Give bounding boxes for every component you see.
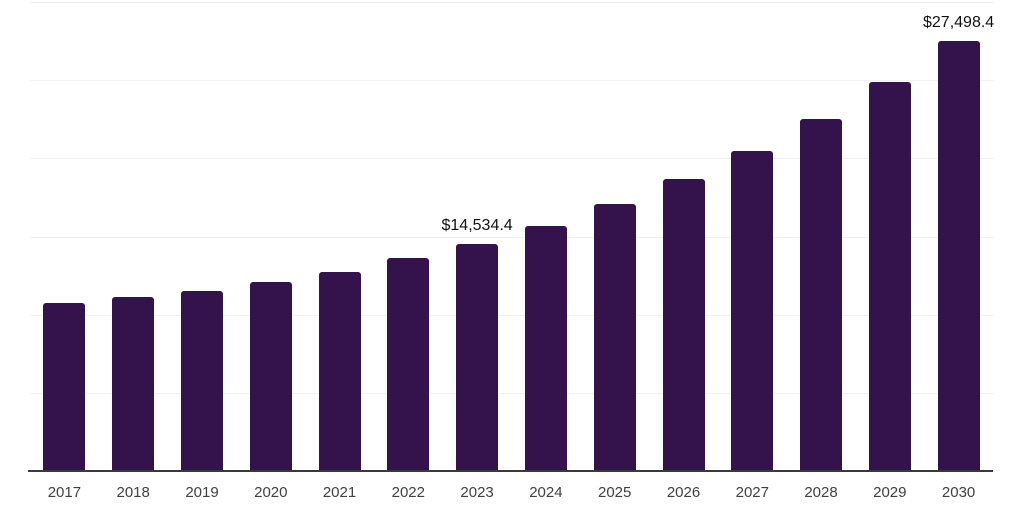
- x-tick-2024: 2024: [529, 484, 563, 501]
- bar-2020: [249, 282, 292, 471]
- bar-2027: [731, 151, 774, 471]
- bar-2021: [318, 271, 361, 471]
- value-label-2030: $27,498.4: [923, 14, 995, 32]
- x-tick-2019: 2019: [185, 484, 219, 501]
- x-tick-2022: 2022: [391, 484, 425, 501]
- bar-2030: [937, 41, 980, 471]
- gridline-25000: [30, 80, 994, 82]
- gridline-5000: [30, 392, 994, 394]
- bar-2023: [456, 243, 499, 471]
- gridline-10000: [30, 314, 994, 316]
- x-tick-2026: 2026: [666, 484, 701, 501]
- x-tick-2028: 2028: [804, 484, 838, 501]
- bar-2017: [43, 302, 86, 471]
- x-axis-line: [28, 470, 993, 472]
- x-tick-2021: 2021: [322, 484, 357, 501]
- bar-2026: [662, 179, 705, 471]
- bar-2025: [593, 203, 636, 471]
- value-label-2023: $14,534.4: [441, 216, 513, 234]
- bar-2019: [181, 290, 223, 471]
- x-tick-2025: 2025: [598, 484, 632, 501]
- x-tick-2027: 2027: [735, 484, 769, 501]
- x-tick-2030: 2030: [941, 484, 976, 501]
- x-tick-2018: 2018: [116, 484, 150, 501]
- bar-2028: [800, 118, 842, 471]
- bar-2024: [524, 225, 567, 471]
- bar-2022: [387, 258, 430, 471]
- bar-2018: [112, 297, 155, 471]
- gridline-15000: [30, 236, 994, 238]
- x-tick-2029: 2029: [873, 484, 907, 501]
- x-tick-2023: 2023: [460, 484, 494, 501]
- x-tick-2020: 2020: [254, 484, 288, 501]
- bar-2029: [868, 81, 911, 471]
- x-tick-2017: 2017: [47, 484, 82, 501]
- gridline-30000: [30, 2, 994, 3]
- gridline-20000: [30, 158, 994, 160]
